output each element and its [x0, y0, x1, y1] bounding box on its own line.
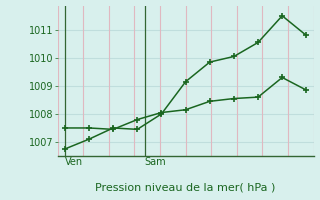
Text: Sam: Sam: [145, 157, 166, 167]
Text: Pression niveau de la mer( hPa ): Pression niveau de la mer( hPa ): [95, 183, 276, 193]
Text: Ven: Ven: [65, 157, 83, 167]
